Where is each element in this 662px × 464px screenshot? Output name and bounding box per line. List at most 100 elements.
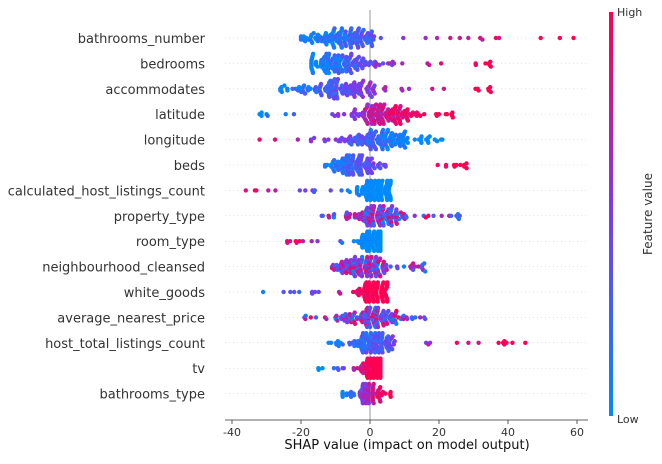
- shap-point: [313, 59, 319, 64]
- shap-point: [291, 112, 297, 117]
- shap-point: [368, 127, 373, 133]
- shap-point: [319, 93, 324, 98]
- shap-point: [434, 35, 440, 41]
- shap-point: [405, 107, 410, 112]
- shap-point: [423, 269, 428, 274]
- shap-point: [388, 394, 393, 399]
- shap-point: [355, 67, 360, 73]
- shap-point: [316, 289, 321, 295]
- shap-point: [361, 56, 366, 61]
- shap-point: [359, 172, 364, 177]
- shap-point: [384, 267, 389, 272]
- shap-point: [422, 261, 427, 266]
- shap-point: [371, 381, 376, 387]
- shap-point: [373, 129, 379, 134]
- shap-point: [335, 96, 340, 101]
- shap-point: [300, 239, 306, 244]
- shap-point: [366, 280, 372, 285]
- shap-point: [347, 212, 353, 217]
- shap-point: [366, 381, 372, 387]
- shap-point: [297, 239, 302, 244]
- shap-point: [331, 366, 337, 371]
- shap-point: [371, 223, 377, 228]
- shap-point: [352, 254, 358, 260]
- shap-point: [400, 61, 405, 66]
- shap-point: [311, 135, 317, 141]
- shap-point: [400, 88, 405, 93]
- shap-point: [364, 331, 369, 336]
- shap-point: [359, 274, 365, 279]
- shap-point: [336, 367, 341, 372]
- shap-point: [393, 121, 399, 127]
- shap-point: [272, 137, 278, 142]
- x-tick-label: 40: [501, 426, 515, 439]
- shap-point: [493, 35, 499, 41]
- shap-point: [423, 316, 428, 322]
- shap-point: [265, 113, 270, 119]
- shap-point: [328, 340, 334, 345]
- shap-point: [423, 35, 428, 41]
- shap-point: [373, 254, 379, 260]
- shap-point: [360, 66, 365, 71]
- shap-point: [375, 280, 380, 285]
- shap-point: [343, 29, 348, 34]
- shap-point: [368, 305, 373, 310]
- shap-point: [326, 137, 331, 142]
- shap-point: [457, 213, 462, 218]
- shap-point: [422, 112, 427, 117]
- shap-point: [355, 185, 360, 190]
- shap-point: [523, 340, 528, 345]
- shap-point: [326, 215, 332, 220]
- shap-point: [394, 321, 399, 326]
- shap-point: [297, 289, 302, 295]
- shap-point: [308, 139, 314, 144]
- shap-point: [381, 299, 386, 304]
- shap-point: [388, 389, 393, 395]
- shap-point: [372, 121, 377, 127]
- shap-point: [441, 86, 447, 92]
- shap-point: [297, 188, 302, 193]
- shap-point: [371, 161, 376, 166]
- shap-point: [375, 299, 380, 304]
- shap-point: [375, 305, 381, 310]
- shap-point: [426, 213, 431, 218]
- x-axis-title: SHAP value (impact on model output): [284, 438, 529, 453]
- shap-point: [340, 53, 345, 58]
- shap-point: [378, 229, 383, 234]
- shap-point: [388, 178, 393, 183]
- shap-point: [430, 86, 435, 92]
- shap-point: [480, 37, 485, 42]
- x-axis-ticks: -40 -20 0 20 40 60: [223, 420, 584, 439]
- shap-point: [454, 340, 460, 345]
- shap-point: [391, 61, 397, 66]
- shap-point: [283, 112, 288, 117]
- shap-point: [348, 45, 354, 50]
- shap-point: [369, 43, 375, 49]
- shap-point: [285, 88, 290, 93]
- shap-point: [254, 188, 259, 193]
- shap-point: [371, 401, 376, 406]
- shap-point: [316, 367, 321, 372]
- feature-label: neighbourhood_cleansed: [42, 261, 205, 276]
- shap-point: [336, 343, 341, 349]
- shap-point: [365, 40, 370, 45]
- colorbar-low-label: Low: [617, 413, 639, 426]
- shap-point: [351, 239, 357, 244]
- feature-label: tv: [192, 362, 205, 377]
- shap-point: [273, 188, 278, 193]
- shap-point: [369, 170, 375, 176]
- feature-label: bathrooms_type: [100, 388, 206, 403]
- shap-point: [380, 127, 386, 133]
- shap-point: [324, 316, 329, 322]
- shap-point: [378, 356, 383, 361]
- shap-point: [431, 213, 436, 218]
- shap-point: [351, 367, 357, 372]
- shap-point: [426, 140, 431, 145]
- shap-point: [383, 164, 388, 169]
- shap-point: [340, 394, 345, 399]
- shap-point: [381, 223, 386, 228]
- shap-point: [336, 53, 341, 58]
- shap-point: [385, 127, 391, 133]
- shap-point: [405, 316, 410, 322]
- shap-point: [366, 401, 371, 406]
